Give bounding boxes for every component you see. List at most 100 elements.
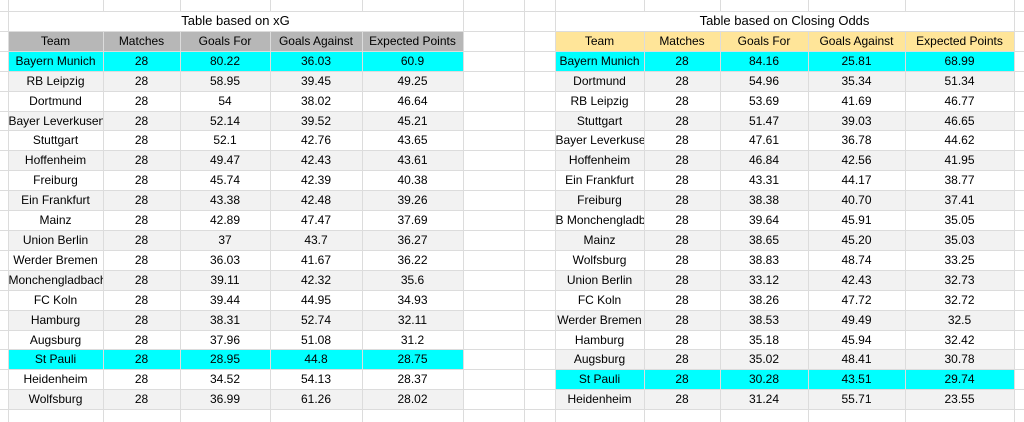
xg-cell-matches[interactable]: 28: [103, 170, 181, 192]
xg-cell-goals-against[interactable]: 39.52: [270, 111, 363, 132]
odds-cell-expected-points[interactable]: 37.41: [905, 190, 1015, 212]
xg-cell-expected-points[interactable]: 45.21: [362, 111, 464, 132]
empty-cell[interactable]: [1014, 210, 1024, 231]
empty-cell[interactable]: [524, 409, 556, 422]
empty-cell[interactable]: [1014, 290, 1024, 311]
empty-cell[interactable]: [362, 0, 464, 12]
empty-cell[interactable]: [524, 250, 556, 271]
xg-cell-expected-points[interactable]: 40.38: [362, 170, 464, 192]
odds-cell-goals-for[interactable]: 43.31: [720, 170, 809, 192]
xg-cell-goals-against[interactable]: 61.26: [270, 389, 363, 411]
empty-cell[interactable]: [1014, 150, 1024, 172]
xg-cell-team[interactable]: Stuttgart: [8, 130, 104, 152]
odds-cell-team[interactable]: Ein Frankfurt: [555, 170, 645, 192]
xg-cell-goals-against[interactable]: 42.32: [270, 270, 363, 291]
empty-cell[interactable]: [0, 71, 9, 92]
empty-cell[interactable]: [1014, 0, 1024, 12]
odds-cell-goals-against[interactable]: 42.56: [808, 150, 906, 172]
xg-cell-expected-points[interactable]: 28.37: [362, 369, 464, 391]
empty-cell[interactable]: [0, 270, 9, 291]
empty-cell[interactable]: [0, 349, 9, 371]
empty-cell[interactable]: [463, 11, 525, 32]
odds-cell-goals-against[interactable]: 39.03: [808, 111, 906, 132]
odds-cell-expected-points[interactable]: 35.05: [905, 210, 1015, 231]
xg-cell-team[interactable]: St Pauli: [8, 349, 104, 371]
empty-cell[interactable]: [0, 0, 9, 12]
odds-cell-matches[interactable]: 28: [644, 290, 721, 311]
empty-cell[interactable]: [103, 0, 181, 12]
odds-cell-expected-points[interactable]: 30.78: [905, 349, 1015, 371]
empty-cell[interactable]: [463, 170, 525, 192]
empty-cell[interactable]: [0, 310, 9, 331]
empty-cell[interactable]: [524, 170, 556, 192]
empty-cell[interactable]: [463, 31, 525, 52]
empty-cell[interactable]: [524, 0, 556, 12]
odds-cell-matches[interactable]: 28: [644, 310, 721, 331]
xg-cell-expected-points[interactable]: 34.93: [362, 290, 464, 311]
xg-cell-matches[interactable]: 28: [103, 111, 181, 132]
empty-cell[interactable]: [463, 130, 525, 152]
empty-cell[interactable]: [524, 310, 556, 331]
odds-cell-expected-points[interactable]: 44.62: [905, 130, 1015, 152]
xg-cell-matches[interactable]: 28: [103, 369, 181, 391]
odds-cell-goals-against[interactable]: 42.43: [808, 270, 906, 291]
xg-header-matches[interactable]: Matches: [103, 31, 181, 52]
odds-cell-goals-for[interactable]: 38.83: [720, 250, 809, 271]
odds-cell-team[interactable]: Freiburg: [555, 190, 645, 212]
odds-cell-goals-for[interactable]: 30.28: [720, 369, 809, 391]
xg-cell-goals-against[interactable]: 44.8: [270, 349, 363, 371]
empty-cell[interactable]: [463, 91, 525, 112]
xg-cell-matches[interactable]: 28: [103, 330, 181, 351]
odds-table-title[interactable]: Table based on Closing Odds: [555, 11, 1015, 32]
empty-cell[interactable]: [524, 91, 556, 112]
odds-cell-goals-for[interactable]: 54.96: [720, 71, 809, 92]
xg-header-goals-against[interactable]: Goals Against: [270, 31, 363, 52]
empty-cell[interactable]: [0, 150, 9, 172]
odds-cell-goals-against[interactable]: 55.71: [808, 389, 906, 411]
odds-cell-matches[interactable]: 28: [644, 270, 721, 291]
empty-cell[interactable]: [0, 290, 9, 311]
xg-cell-expected-points[interactable]: 43.61: [362, 150, 464, 172]
odds-cell-goals-against[interactable]: 45.94: [808, 330, 906, 351]
empty-cell[interactable]: [905, 0, 1015, 12]
odds-cell-matches[interactable]: 28: [644, 210, 721, 231]
odds-cell-team[interactable]: Hoffenheim: [555, 150, 645, 172]
odds-cell-team[interactable]: Bayern Munich: [555, 51, 645, 72]
odds-cell-goals-against[interactable]: 35.34: [808, 71, 906, 92]
odds-cell-team[interactable]: Wolfsburg: [555, 250, 645, 271]
empty-cell[interactable]: [463, 310, 525, 331]
xg-cell-team[interactable]: Ein Frankfurt: [8, 190, 104, 212]
odds-cell-goals-against[interactable]: 40.70: [808, 190, 906, 212]
odds-cell-matches[interactable]: 28: [644, 170, 721, 192]
empty-cell[interactable]: [1014, 51, 1024, 72]
empty-cell[interactable]: [1014, 190, 1024, 212]
xg-cell-goals-for[interactable]: 36.03: [180, 250, 271, 271]
xg-cell-team[interactable]: Freiburg: [8, 170, 104, 192]
empty-cell[interactable]: [1014, 270, 1024, 291]
odds-cell-goals-for[interactable]: 51.47: [720, 111, 809, 132]
xg-cell-goals-against[interactable]: 43.7: [270, 230, 363, 251]
odds-cell-goals-for[interactable]: 46.84: [720, 150, 809, 172]
empty-cell[interactable]: [270, 409, 363, 422]
empty-cell[interactable]: [0, 31, 9, 52]
xg-cell-matches[interactable]: 28: [103, 310, 181, 331]
xg-cell-goals-against[interactable]: 38.02: [270, 91, 363, 112]
odds-cell-expected-points[interactable]: 32.42: [905, 330, 1015, 351]
xg-cell-team[interactable]: Wolfsburg: [8, 389, 104, 411]
empty-cell[interactable]: [270, 0, 363, 12]
empty-cell[interactable]: [524, 71, 556, 92]
xg-cell-goals-for[interactable]: 45.74: [180, 170, 271, 192]
empty-cell[interactable]: [180, 409, 271, 422]
odds-cell-expected-points[interactable]: 32.72: [905, 290, 1015, 311]
xg-cell-team[interactable]: RB Leipzig: [8, 71, 104, 92]
odds-cell-goals-for[interactable]: 38.38: [720, 190, 809, 212]
odds-cell-expected-points[interactable]: 23.55: [905, 389, 1015, 411]
odds-cell-goals-against[interactable]: 49.49: [808, 310, 906, 331]
empty-cell[interactable]: [1014, 310, 1024, 331]
xg-cell-matches[interactable]: 28: [103, 389, 181, 411]
xg-table-title[interactable]: Table based on xG: [8, 11, 464, 32]
xg-cell-expected-points[interactable]: 28.75: [362, 349, 464, 371]
xg-cell-matches[interactable]: 28: [103, 190, 181, 212]
odds-cell-team[interactable]: St Pauli: [555, 369, 645, 391]
odds-cell-team[interactable]: Heidenheim: [555, 389, 645, 411]
